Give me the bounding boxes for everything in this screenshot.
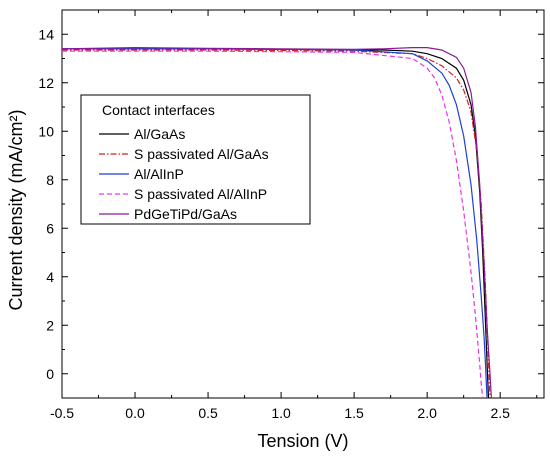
x-tick-label: 1.0	[271, 405, 291, 421]
y-tick-label: 10	[38, 123, 54, 139]
x-tick-label: 0.0	[125, 405, 145, 421]
x-tick-label: 2.0	[417, 405, 437, 421]
legend-items: Al/GaAs S passivated Al/GaAs Al/AlInP S pas…	[99, 126, 269, 222]
legend-label-1: Al/GaAs	[134, 126, 185, 142]
y-tick-label: 2	[46, 317, 54, 333]
y-tick-label: 0	[46, 366, 54, 382]
x-axis-title: Tension (V)	[257, 431, 348, 451]
x-tick-label: -0.5	[50, 405, 74, 421]
y-tick-label: 8	[46, 172, 54, 188]
legend-title: Contact interfaces	[102, 102, 215, 118]
legend-label-4: S passivated Al/AlInP	[134, 186, 267, 202]
y-tick-label: 14	[38, 26, 54, 42]
x-tick-label: 0.5	[198, 405, 218, 421]
series-line-5	[61, 46, 492, 399]
series-line-2	[62, 49, 491, 399]
axis-ticks: -0.5 0.0 0.5 1.0 1.5 2.0 2.5 0 2 4 6 8 10 12 14	[38, 9, 544, 421]
series-line-4	[62, 50, 484, 399]
x-tick-label: 1.5	[344, 405, 364, 421]
legend: Contact interfaces Al/GaAs S passivated A…	[80, 94, 311, 225]
series-layer	[61, 46, 492, 399]
legend-box	[80, 94, 311, 225]
y-tick-label: 12	[38, 75, 54, 91]
x-tick-label: 2.5	[490, 405, 510, 421]
y-tick-label: 6	[46, 220, 54, 236]
y-tick-label: 4	[46, 269, 54, 285]
legend-label-5: PdGeTiPd/GaAs	[134, 206, 237, 222]
y-axis-title: Current density (mA/cm²)	[6, 109, 26, 310]
legend-label-2: S passivated Al/GaAs	[134, 146, 269, 162]
legend-label-3: Al/AlInP	[134, 166, 184, 182]
